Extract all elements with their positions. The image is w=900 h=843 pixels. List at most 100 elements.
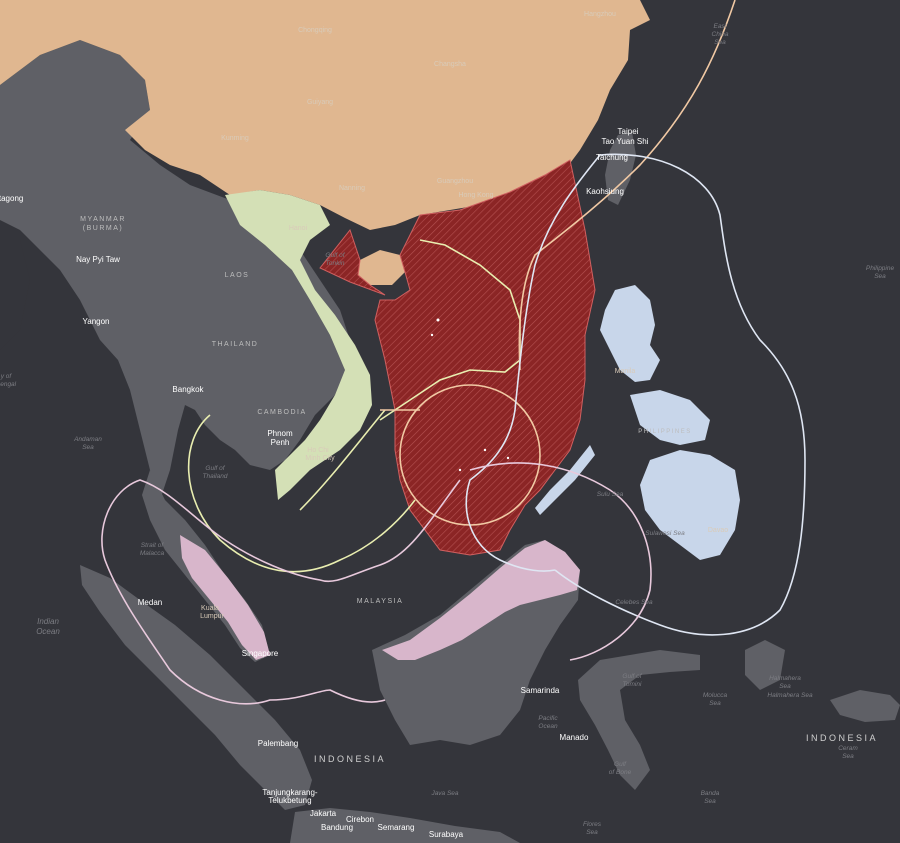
halmahera [745,640,785,690]
city-bandung: Bandung [321,823,353,832]
city-kaohsiung: Kaohsiung [586,187,624,196]
city-phnom-penh-2: Penh [271,438,290,447]
sea-malacca-1: Strait of [141,542,165,549]
taiwan [605,132,636,205]
city-kuala-lumpur-2: Lumpur [200,613,224,620]
city-hangzhou: Hangzhou [584,11,616,18]
sea-bengal-2: Bengal [0,381,17,388]
city-semarang: Semarang [378,823,415,832]
china [0,0,650,230]
sea-java: Java Sea [430,790,458,797]
peninsular-malaysia [180,535,270,660]
mindanao [640,450,740,560]
spratly-island [483,448,487,452]
china-eez [380,0,736,411]
sea-andaman-1: Andaman [73,436,102,443]
country-malaysia: MALAYSIA [357,598,404,605]
country-thailand: THAILAND [212,341,259,348]
sea-andaman-2: Sea [82,444,94,451]
city-palembang: Palembang [258,739,298,748]
city-kuala-lumpur-1: Kuala [201,605,219,612]
city-hcmc-2: Minh City [305,455,335,462]
sea-halmahera-1: Halmahera [769,675,801,682]
sea-pacific-2: Ocean [538,723,558,730]
country-myanmar: MYANMAR [80,216,126,223]
city-guiyang: Guiyang [307,99,333,106]
city-tanjung-1: Tanjungkarang- [262,788,317,797]
sulawesi [578,650,700,790]
sea-bengal-1: y of [0,373,12,380]
city-guangzhou: Guangzhou [437,178,473,185]
country-indonesia-east: INDONESIA [806,733,878,743]
paracel-island [436,318,440,322]
city-hong-kong: Hong Kong [458,192,493,199]
sumatra [80,565,312,810]
city-kunming: Kunming [221,135,249,142]
sea-gulf-bone-1: Gulf [614,761,627,768]
city-bangkok: Bangkok [172,385,204,394]
sea-molucca-1: Molucca [703,692,728,699]
sea-philippine-2: Sea [874,273,886,280]
sea-halmahera-2: Sea [779,683,791,690]
bengal-coast [0,230,30,350]
paracel-island [430,333,434,337]
city-taoyuan: Tao Yuan Shi [601,137,648,146]
country-philippines: PHILIPPINES [638,429,692,435]
java [290,808,520,843]
sea-east-china-3: Sea [714,39,726,46]
sea-sulawesi: Sulawesi Sea [645,530,685,537]
city-taichung: Taichung [596,153,628,162]
city-samarinda: Samarinda [521,686,560,695]
city-chongqing: Chongqing [298,27,332,34]
sea-celebes: Celebes Sea [615,599,653,606]
city-changsha: Changsha [434,61,466,68]
country-laos: LAOS [225,272,250,279]
city-surabaya: Surabaya [429,830,464,839]
sea-indian-2: Ocean [36,627,60,636]
sea-gulf-thailand-1: Gulf of [205,465,225,472]
sea-malacca-2: Malacca [140,550,165,557]
sea-gulf-tomini-2: Tomini [623,681,642,688]
country-indonesia-west: INDONESIA [314,754,386,764]
city-tanjung-2: Telukbetung [268,796,311,805]
country-cambodia: CAMBODIA [257,409,306,416]
sea-philippine-1: Philippine [866,265,895,272]
sea-flores-2: Sea [586,829,598,836]
malaysia-eez [101,462,652,705]
city-manado: Manado [560,733,589,742]
city-chittagong: ttagong [0,194,23,203]
sea-east-china-1: East [713,23,727,30]
spratly-island [506,456,510,460]
city-davao: Davao [708,527,728,534]
city-jakarta: Jakarta [310,809,337,818]
sea-banda-1: Banda [701,790,720,797]
sea-flores-1: Flores [583,821,602,828]
sea-seram-2: Sea [842,753,854,760]
city-hanoi: Hanoi [289,225,308,232]
city-cirebon: Cirebon [346,815,374,824]
sea-seram-1: Ceram [838,745,858,752]
city-nay-pyi-taw: Nay Pyi Taw [76,255,120,264]
sea-halmahera-3: Halmahera Sea [767,692,813,699]
vietnam [225,190,372,500]
city-medan: Medan [138,598,162,607]
sea-gulf-tonkin-2: Tonkin [326,260,345,267]
sea-indian-1: Indian [37,617,59,626]
sea-gulf-tonkin-1: Gulf of [325,252,345,259]
city-singapore: Singapore [242,649,279,658]
sea-molucca-2: Sea [709,700,721,707]
city-hcmc-1: Ho Chi [307,447,329,454]
sea-banda-2: Sea [704,798,716,805]
sea-pacific-1: Pacific [538,715,558,722]
luzon [600,285,660,382]
hainan [358,250,405,285]
city-yangon: Yangon [83,317,110,326]
sea-sulu: Sulu Sea [597,491,624,498]
sea-gulf-bone-2: of Bone [609,769,632,776]
city-nanning: Nanning [339,185,365,192]
philippines-eez [465,153,806,636]
country-burma: (BURMA) [83,225,123,232]
city-manila: Manila [615,368,636,375]
sea-gulf-tomini-1: Gulf of [622,673,642,680]
